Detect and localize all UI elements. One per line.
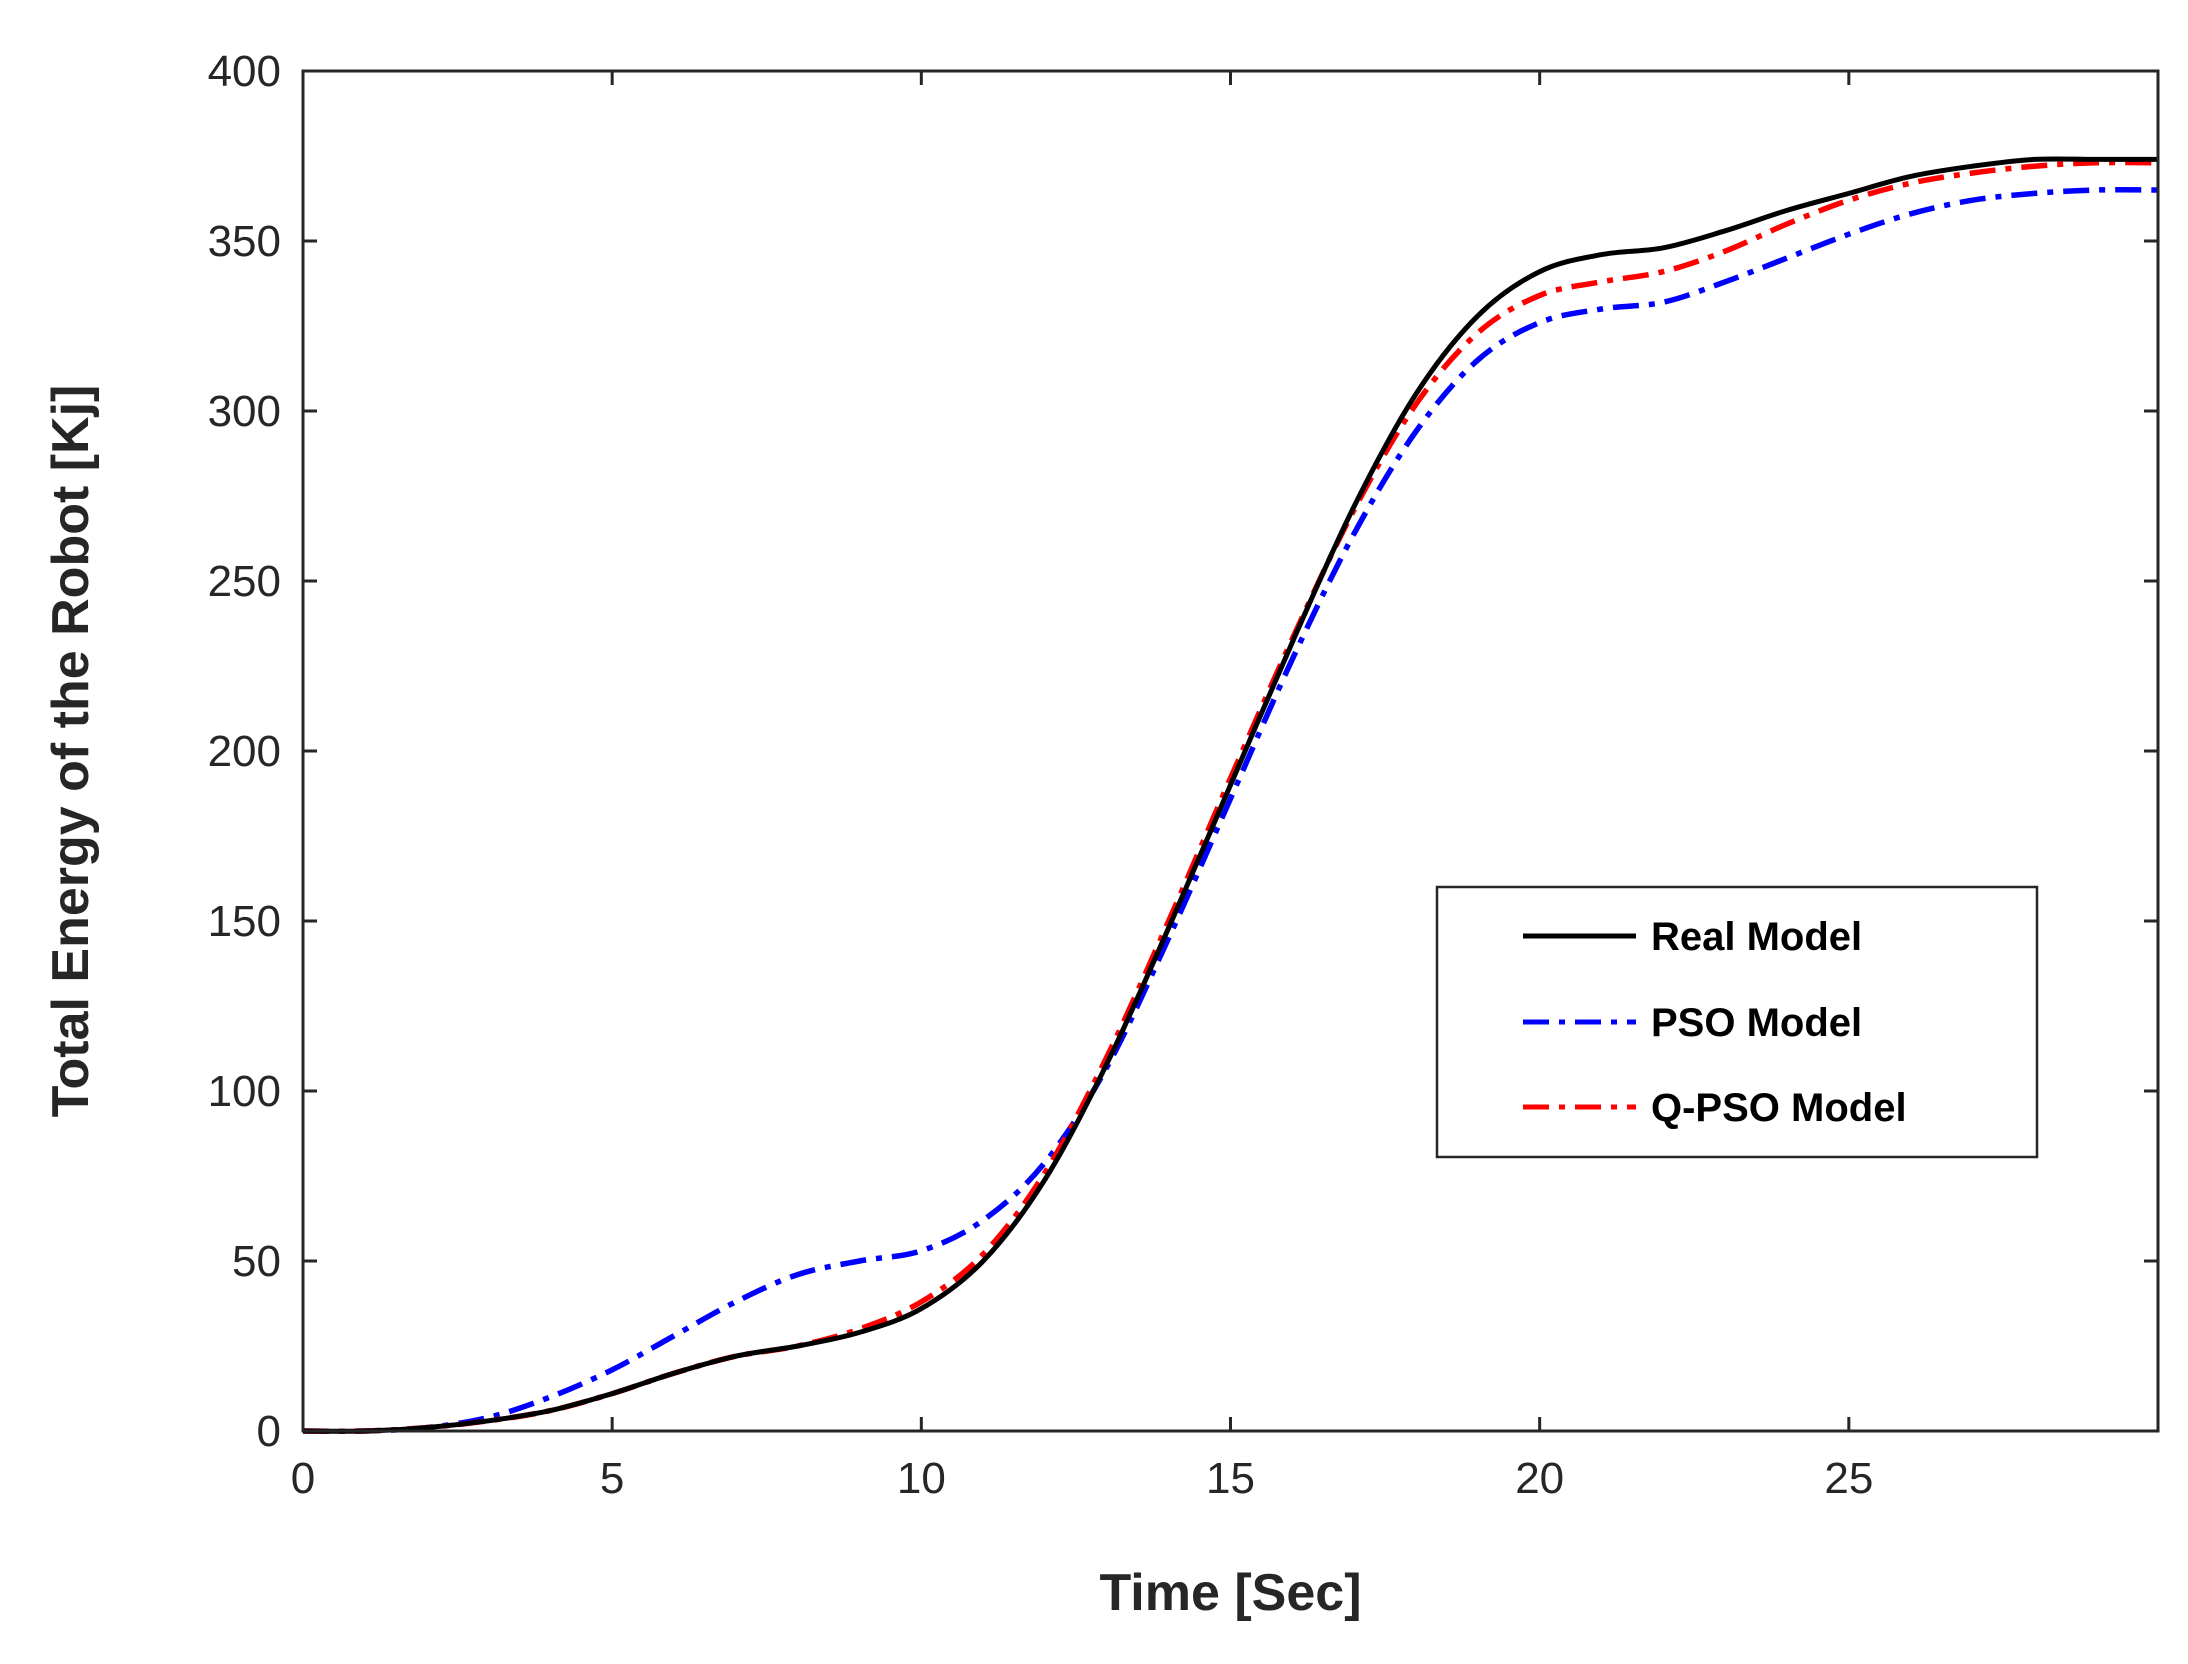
y-tick-label: 250 <box>208 557 281 606</box>
series-line-real-model <box>302 156 2159 1434</box>
y-tick-label: 150 <box>208 897 281 946</box>
y-tick-label: 400 <box>208 47 281 96</box>
legend-label: Real Model <box>1651 915 1862 959</box>
y-tick-label: 100 <box>208 1067 281 1116</box>
x-axis-title: Time [Sec] <box>1099 1564 1361 1622</box>
x-tick-label: 5 <box>600 1454 624 1503</box>
legend-label: Q-PSO Model <box>1651 1086 1907 1130</box>
x-tick-label: 15 <box>1206 1454 1255 1503</box>
y-tick-label: 50 <box>232 1237 281 1286</box>
y-axis-title: Total Energy of the Robot [Kj] <box>42 385 100 1118</box>
legend[interactable]: Real Model PSO Model Q-PSO Model <box>1435 885 2039 1159</box>
x-tick-label: 10 <box>897 1454 946 1503</box>
x-tick-label: 25 <box>1824 1454 1873 1503</box>
series-layer <box>302 156 2159 1435</box>
series-line-pso-model <box>302 186 2159 1435</box>
x-tick-label: 0 <box>291 1454 315 1503</box>
y-tick-label: 300 <box>208 387 281 436</box>
x-tick-label: 20 <box>1515 1454 1564 1503</box>
legend-label: PSO Model <box>1651 1001 1862 1045</box>
y-tick-label: 350 <box>208 217 281 266</box>
legend-items: Real Model PSO Model Q-PSO Model <box>1523 915 1907 1130</box>
y-tick-label: 200 <box>208 727 281 776</box>
y-tick-label: 0 <box>257 1407 281 1456</box>
